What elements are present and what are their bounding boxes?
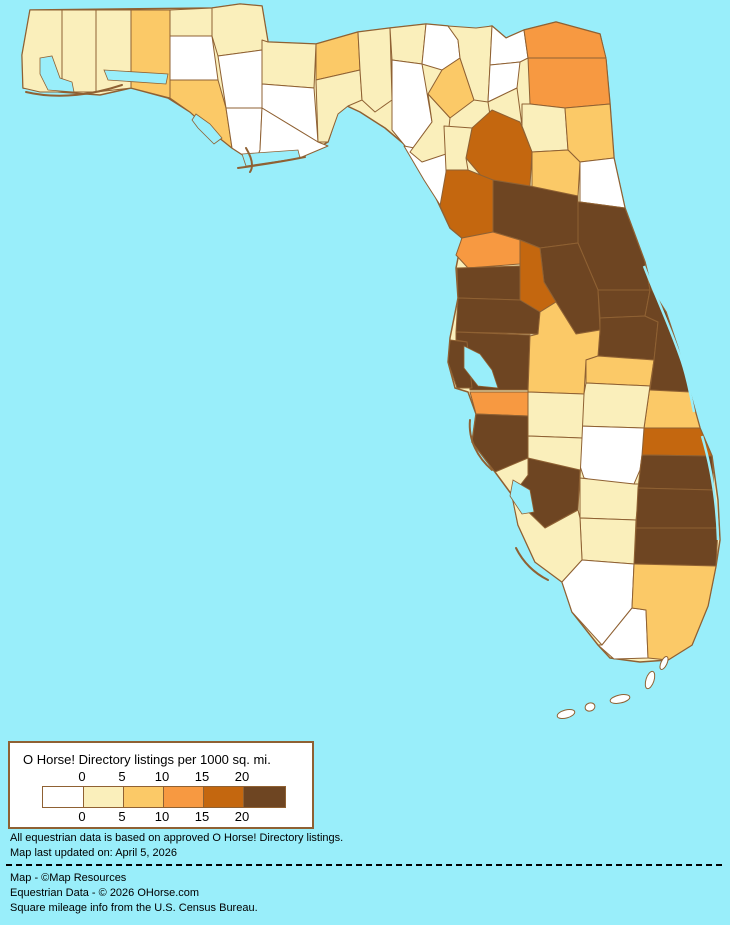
legend-tick: 10 — [154, 809, 170, 824]
legend-tick: 20 — [234, 809, 250, 824]
legend-tick: 5 — [118, 769, 126, 784]
legend-tick: 0 — [78, 809, 86, 824]
county-palm-beach[interactable] — [635, 487, 719, 529]
st-andrew-bay — [191, 113, 223, 145]
county-duval[interactable] — [527, 57, 611, 109]
county-layer — [21, 3, 719, 661]
legend-tick: 0 — [78, 769, 86, 784]
legend-swatch — [83, 787, 123, 807]
legend-tick: 20 — [234, 769, 250, 784]
choctawhatchee-bay — [103, 69, 169, 85]
county-indian-river[interactable] — [643, 385, 701, 429]
legend-tick: 10 — [154, 769, 170, 784]
santa-rosa-island-spit — [25, 84, 123, 97]
county-levy[interactable] — [439, 169, 494, 239]
water-features — [39, 55, 720, 541]
legend-swatch — [43, 787, 83, 807]
legend-swatch — [123, 787, 163, 807]
county-seminole[interactable] — [597, 289, 651, 319]
county-jackson[interactable] — [211, 3, 269, 57]
county-nassau[interactable] — [523, 21, 607, 59]
legend-title: O Horse! Directory listings per 1000 sq.… — [23, 752, 271, 767]
county-okeechobee[interactable] — [577, 382, 651, 429]
county-suwannee[interactable] — [427, 57, 475, 119]
county-calhoun[interactable] — [217, 49, 263, 109]
st-vincent-island-spit — [237, 156, 306, 169]
county-walton[interactable] — [130, 9, 171, 99]
equestrian-data-credit: Equestrian Data - © 2026 OHorse.com — [10, 887, 200, 899]
census-credit: Square mileage info from the U.S. Census… — [10, 902, 258, 914]
florida-county-map — [21, 3, 721, 720]
key-island — [659, 656, 669, 670]
county-gadsden[interactable] — [261, 39, 317, 89]
county-holmes[interactable] — [169, 7, 213, 37]
county-alachua[interactable] — [465, 109, 533, 187]
county-jefferson[interactable] — [357, 27, 393, 113]
county-santa-rosa[interactable] — [61, 9, 97, 93]
county-orange[interactable] — [597, 315, 659, 361]
legend-swatch — [203, 787, 243, 807]
legend-tick: 15 — [194, 769, 210, 784]
county-martin[interactable] — [637, 454, 715, 491]
county-washington[interactable] — [169, 35, 219, 81]
county-highlands[interactable] — [577, 425, 645, 485]
legend-box: O Horse! Directory listings per 1000 sq.… — [8, 741, 314, 829]
county-gilchrist[interactable] — [443, 125, 473, 171]
cape-san-blas-spit — [245, 147, 254, 173]
county-broward[interactable] — [633, 527, 719, 567]
charlotte-harbor — [509, 479, 535, 515]
key-island — [644, 670, 656, 690]
county-sarasota[interactable] — [471, 413, 529, 473]
county-flagler[interactable] — [579, 157, 626, 209]
county-hernando[interactable] — [456, 265, 521, 301]
map-credit: Map - ©Map Resources — [10, 872, 127, 884]
county-baker[interactable] — [489, 25, 529, 66]
indian-river-lagoon — [642, 265, 696, 413]
dashed-separator — [6, 864, 722, 866]
key-island — [584, 702, 596, 712]
county-manatee[interactable] — [469, 391, 529, 417]
data-source-note: All equestrian data is based on approved… — [10, 832, 344, 844]
county-st-lucie[interactable] — [641, 427, 713, 457]
pensacola-bay — [39, 55, 75, 93]
florida-keys — [556, 656, 669, 720]
sanibel-captiva-spit — [515, 547, 549, 581]
county-osceola[interactable] — [585, 355, 655, 387]
barrier-islands — [25, 84, 549, 581]
legend-swatch — [243, 787, 285, 807]
county-citrus[interactable] — [455, 231, 521, 269]
county-hardee[interactable] — [527, 391, 585, 439]
tampa-bay — [463, 345, 499, 389]
county-lafayette[interactable] — [409, 93, 451, 163]
county-glades[interactable] — [579, 477, 641, 521]
sarasota-keys-spit — [468, 419, 493, 471]
key-island — [609, 694, 631, 704]
legend-ticks-top: 0 5 10 15 20 — [10, 769, 312, 784]
legend-ticks-bottom: 0 5 10 15 20 — [10, 809, 312, 824]
legend-tick: 5 — [118, 809, 126, 824]
legend-color-scale — [42, 786, 286, 808]
southeast-coast-lagoon — [700, 435, 720, 541]
last-updated-note: Map last updated on: April 5, 2026 — [10, 847, 177, 859]
county-madison[interactable] — [389, 23, 427, 65]
key-island — [556, 708, 576, 720]
legend-tick: 15 — [194, 809, 210, 824]
county-hendry[interactable] — [579, 517, 637, 565]
county-st-johns[interactable] — [564, 103, 615, 163]
legend-swatch — [163, 787, 203, 807]
